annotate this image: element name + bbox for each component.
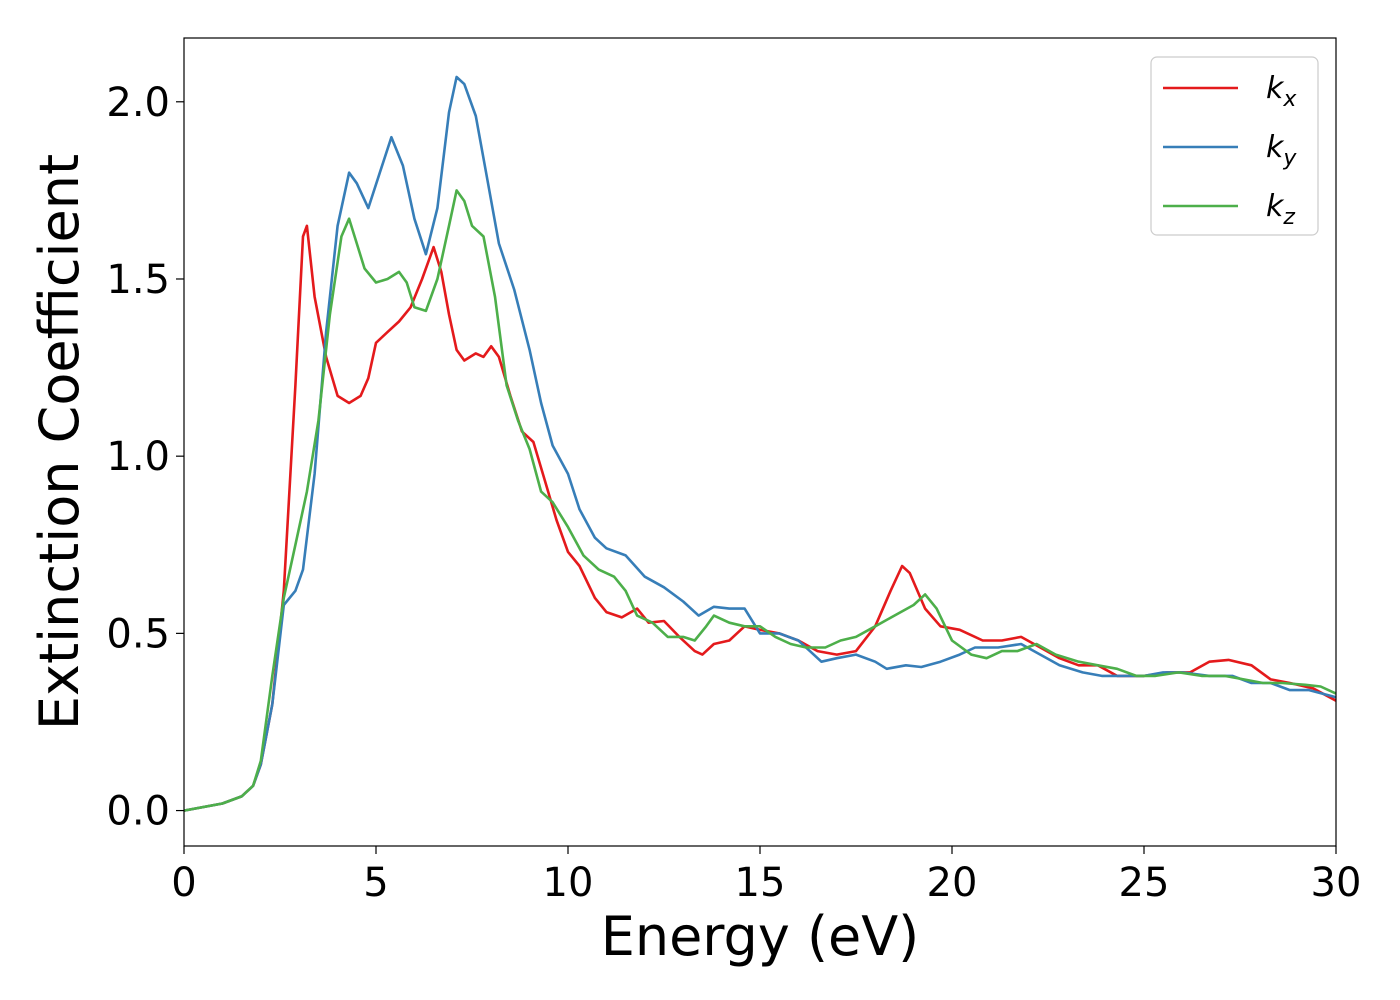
series-line-y: [183, 75, 1337, 812]
x-axis-title: Energy (eV): [601, 905, 920, 968]
x-axis-ticks: 0 5 10 15 20 25 30: [171, 846, 1361, 906]
x-tick-label: 30: [1311, 860, 1362, 906]
y-axis-title: Extinction Coefficient: [28, 154, 91, 730]
x-tick-label: 25: [1119, 860, 1170, 906]
legend-label-y: ky: [1266, 130, 1297, 171]
legend-label-z: kz: [1266, 189, 1295, 230]
y-axis-ticks: 0.0 0.5 1.0 1.5 2.0: [106, 80, 184, 835]
legend-label-x: kx: [1266, 71, 1297, 112]
x-tick-label: 20: [927, 860, 978, 906]
legend: kx ky kz: [1150, 56, 1319, 236]
series-lines: [183, 75, 1337, 812]
y-tick-label: 1.0: [106, 434, 170, 480]
y-tick-label: 1.5: [106, 257, 170, 303]
x-tick-label: 15: [735, 860, 786, 906]
series-line-x: [183, 224, 1337, 812]
y-tick-label: 2.0: [106, 80, 170, 126]
y-tick-label: 0.5: [106, 611, 170, 657]
y-tick-label: 0.0: [106, 789, 170, 835]
x-tick-label: 0: [171, 860, 196, 906]
x-tick-label: 5: [363, 860, 388, 906]
series-line-z: [183, 189, 1337, 812]
x-tick-label: 10: [543, 860, 594, 906]
